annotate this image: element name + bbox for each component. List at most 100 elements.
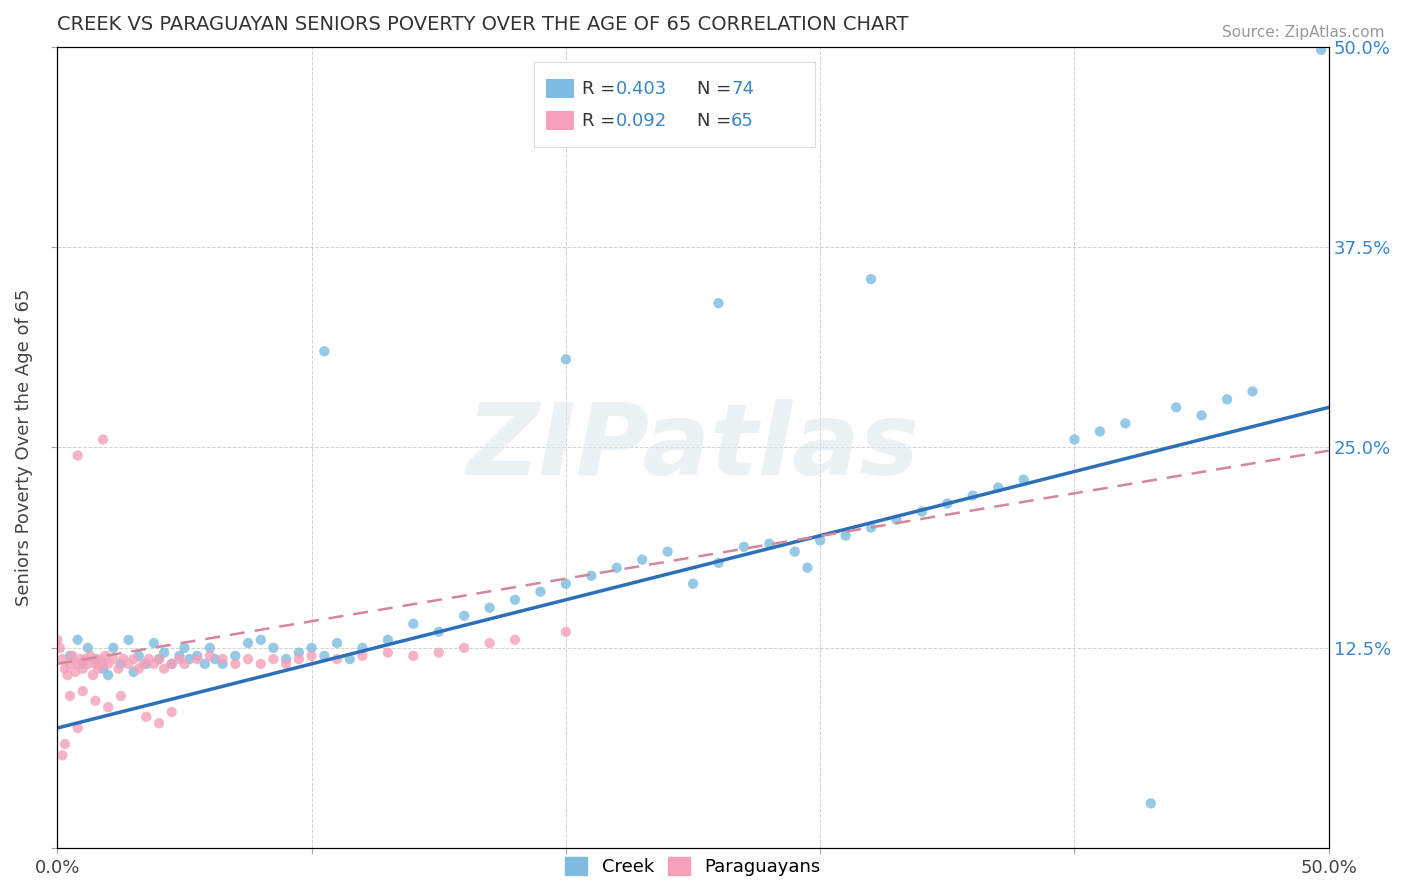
Point (682, 576, 704, 591)
Point (707, 296, 730, 310)
Point (59, 689, 82, 703)
Point (84, 652, 107, 666)
Point (262, 640, 284, 655)
Point (76, 657, 98, 671)
Point (249, 632, 271, 647)
Point (326, 652, 349, 666)
Point (91, 657, 114, 671)
Point (135, 657, 157, 671)
Text: ZIPatlas: ZIPatlas (467, 399, 920, 496)
Point (66, 449, 89, 463)
Point (82, 668, 104, 682)
Text: 74: 74 (731, 80, 754, 98)
Point (377, 646, 399, 660)
Point (59, 648, 82, 663)
Point (224, 648, 246, 663)
Point (1216, 392, 1239, 407)
Point (236, 652, 259, 666)
Point (51, 652, 73, 666)
Point (169, 652, 191, 666)
Text: N =: N = (697, 112, 737, 129)
Point (76, 640, 98, 655)
Point (211, 652, 233, 666)
Bar (546, 112, 574, 130)
Point (66, 721, 89, 735)
Point (987, 481, 1010, 495)
Point (66, 657, 89, 671)
Point (53, 662, 76, 676)
Point (962, 489, 984, 503)
Point (733, 540, 755, 554)
Legend: Creek, Paraguayans: Creek, Paraguayans (558, 849, 828, 883)
Point (138, 652, 160, 666)
Point (69, 652, 91, 666)
Point (377, 632, 399, 647)
Point (173, 640, 195, 655)
Point (606, 560, 628, 574)
Point (657, 544, 679, 558)
Point (554, 624, 576, 639)
Point (46, 632, 69, 647)
Point (288, 652, 311, 666)
Point (148, 652, 170, 666)
Point (453, 608, 475, 623)
Text: 0.403: 0.403 (616, 80, 666, 98)
Point (860, 272, 883, 286)
Bar (546, 79, 574, 98)
Point (402, 648, 425, 663)
Point (169, 648, 191, 663)
Point (301, 648, 323, 663)
Point (427, 646, 450, 660)
Point (581, 568, 603, 582)
Point (224, 657, 246, 671)
Point (783, 544, 806, 558)
Point (75, 652, 97, 666)
Point (153, 646, 176, 660)
Text: 65: 65 (731, 112, 754, 129)
Point (107, 662, 129, 676)
Point (91, 662, 114, 676)
Point (122, 652, 145, 666)
Point (453, 640, 475, 655)
Point (211, 657, 233, 671)
Point (72, 684, 94, 698)
Text: R =: R = (582, 80, 621, 98)
Point (72, 657, 94, 671)
Point (186, 648, 208, 663)
Point (1012, 473, 1035, 487)
Point (262, 652, 284, 666)
Point (1241, 384, 1264, 399)
Point (198, 640, 221, 655)
Point (110, 657, 132, 671)
Point (529, 584, 551, 599)
Point (135, 710, 157, 724)
Point (503, 592, 526, 607)
Point (554, 352, 576, 367)
Text: CREEK VS PARAGUAYAN SENIORS POVERTY OVER THE AGE OF 65 CORRELATION CHART: CREEK VS PARAGUAYAN SENIORS POVERTY OVER… (58, 15, 908, 34)
Point (90, 652, 112, 666)
Point (112, 652, 135, 666)
Point (402, 616, 425, 631)
Point (554, 576, 576, 591)
Point (103, 640, 125, 655)
Point (66, 632, 89, 647)
Point (160, 657, 183, 671)
Point (62, 648, 84, 663)
Point (314, 648, 336, 663)
Point (478, 600, 501, 615)
Point (142, 636, 165, 650)
Point (122, 665, 145, 679)
Point (97, 657, 120, 671)
Point (160, 705, 183, 719)
Point (148, 716, 170, 731)
Point (1191, 409, 1213, 423)
Point (478, 636, 501, 650)
Point (110, 689, 132, 703)
Point (276, 652, 298, 666)
Point (198, 648, 221, 663)
Point (301, 640, 323, 655)
Point (796, 560, 818, 574)
Point (132, 657, 155, 671)
Point (204, 652, 226, 666)
Point (631, 552, 654, 566)
